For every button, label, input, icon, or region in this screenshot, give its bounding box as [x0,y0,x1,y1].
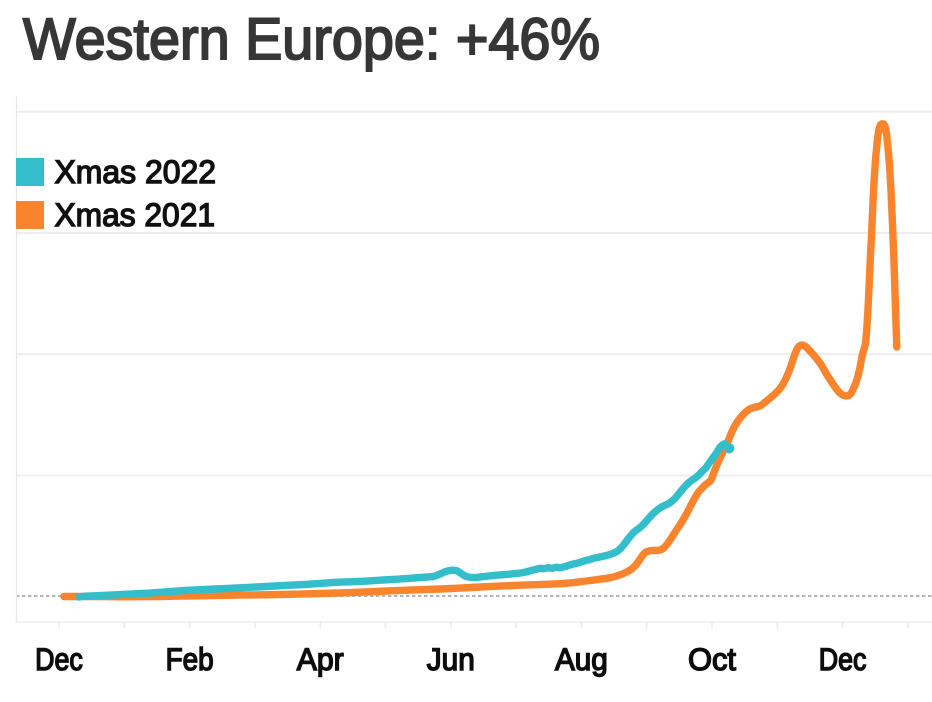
svg-text:Xmas 2021: Xmas 2021 [55,196,216,233]
svg-text:Feb: Feb [166,642,214,677]
svg-text:Aug: Aug [555,642,608,677]
svg-text:Oct: Oct [688,642,736,677]
svg-text:Dec: Dec [35,642,83,677]
svg-text:Apr: Apr [297,642,344,677]
svg-text:Xmas 2022: Xmas 2022 [55,153,217,190]
svg-text:Dec: Dec [819,642,867,677]
svg-text:Western Europe: +46%: Western Europe: +46% [23,7,600,72]
svg-text:Jun: Jun [427,642,475,677]
